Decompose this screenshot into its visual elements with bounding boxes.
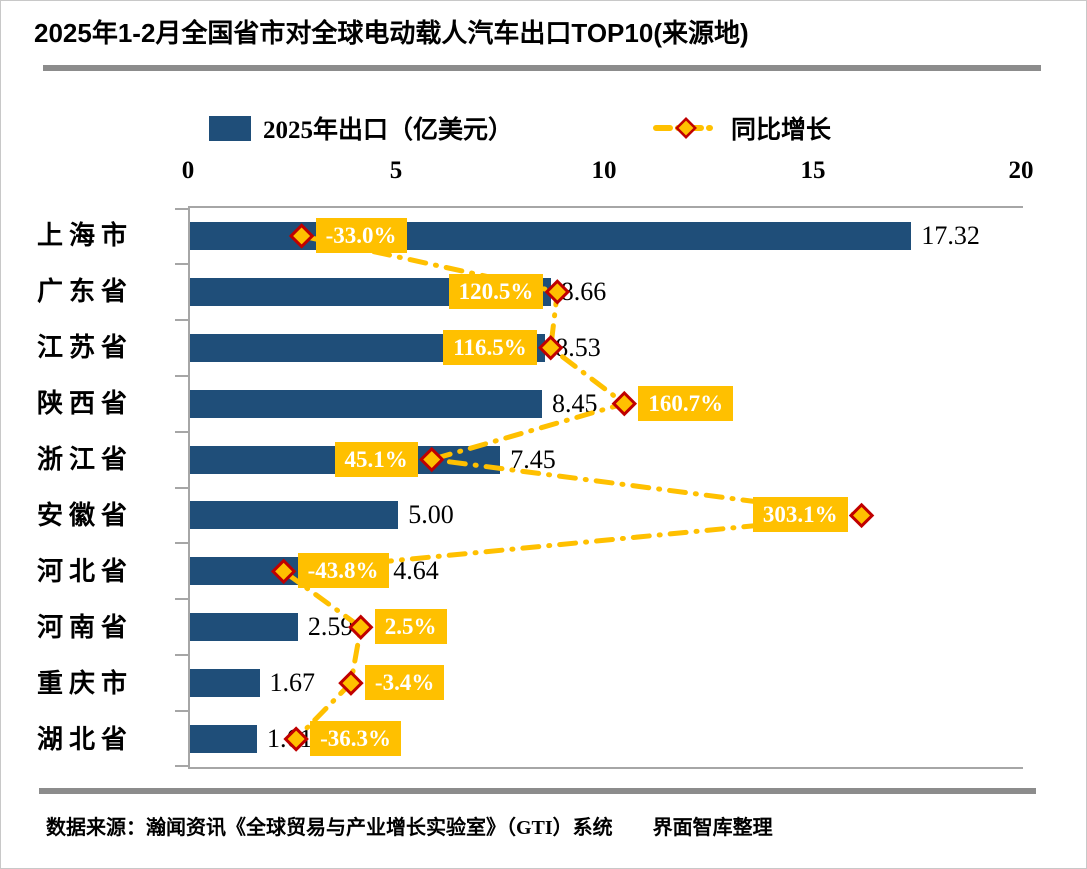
bar bbox=[190, 389, 542, 418]
x-axis-labels: 0 5 10 15 20 bbox=[182, 157, 1034, 189]
growth-percent-label: 116.5% bbox=[443, 329, 537, 365]
category-label: 安徽省 bbox=[37, 500, 134, 530]
growth-line bbox=[270, 223, 875, 752]
bar bbox=[190, 613, 298, 642]
x-axis-tick-label: 15 bbox=[800, 157, 826, 184]
bar-value-label: 1.67 bbox=[269, 668, 316, 698]
category-label: 广东省 bbox=[37, 277, 134, 307]
growth-marker-diamond-icon bbox=[419, 446, 445, 473]
bar-value-label: 17.32 bbox=[921, 220, 980, 250]
growth-marker-diamond-icon bbox=[338, 670, 364, 696]
x-axis-tick-label: 10 bbox=[591, 157, 617, 184]
page-title: 2025年1-2月全国省市对全球电动载人汽车出口TOP10(来源地) bbox=[34, 18, 749, 48]
x-axis-tick-label: 20 bbox=[1008, 157, 1034, 184]
x-axis-tick-label: 0 bbox=[181, 157, 195, 184]
y-axis-tick bbox=[175, 598, 188, 600]
growth-percent-label: -36.3% bbox=[310, 721, 402, 757]
growth-percent-label: 120.5% bbox=[448, 273, 544, 309]
y-axis-tick bbox=[175, 765, 188, 767]
y-axis-tick bbox=[175, 487, 188, 489]
y-axis-tick bbox=[175, 654, 188, 656]
growth-percent-label: -33.0% bbox=[315, 217, 407, 253]
y-axis-tick bbox=[175, 710, 188, 712]
y-axis-tick bbox=[175, 208, 188, 210]
bar bbox=[190, 725, 258, 754]
growth-marker-diamond-icon bbox=[288, 223, 315, 249]
growth-percent-label: 160.7% bbox=[638, 385, 734, 421]
category-label: 江苏省 bbox=[37, 333, 134, 363]
growth-marker-diamond-icon bbox=[848, 502, 875, 529]
title-divider bbox=[43, 65, 1041, 71]
bar-legend-label: 2025年出口（亿美元） bbox=[263, 117, 514, 144]
growth-marker-diamond-icon bbox=[283, 726, 309, 752]
growth-marker-diamond-icon bbox=[544, 279, 571, 305]
growth-percent-label: 2.5% bbox=[374, 609, 447, 645]
growth-percent-label: 45.1% bbox=[334, 441, 418, 477]
line-legend-label: 同比增长 bbox=[731, 117, 832, 144]
growth-marker-diamond-icon bbox=[348, 614, 374, 640]
growth-marker-diamond-icon bbox=[537, 335, 564, 361]
category-axis: 上海市广东省江苏省陕西省浙江省安徽省河北省河南省重庆市湖北省 bbox=[37, 206, 187, 765]
growth-percent-label: -3.4% bbox=[364, 665, 445, 701]
category-label: 陕西省 bbox=[37, 389, 134, 419]
bar bbox=[190, 501, 399, 530]
source-note: 数据来源：瀚闻资讯《全球贸易与产业增长实验室》（GTI）系统 界面智库整理 bbox=[46, 817, 773, 839]
category-label: 河南省 bbox=[37, 612, 134, 642]
growth-line-path bbox=[276, 233, 862, 742]
bar-legend-swatch-icon bbox=[209, 115, 251, 141]
y-axis-tick bbox=[175, 375, 188, 377]
legend-item-growth: 同比增长 bbox=[653, 111, 831, 145]
line-legend-marker-icon bbox=[653, 117, 719, 139]
growth-marker-diamond-icon bbox=[270, 558, 297, 585]
plot-area: 17.328.668.538.457.455.004.642.591.671.6… bbox=[175, 206, 1023, 769]
bar-value-label: 7.45 bbox=[510, 444, 556, 474]
category-label: 重庆市 bbox=[37, 668, 134, 698]
growth-marker-diamond-icon bbox=[611, 390, 638, 417]
y-axis-tick bbox=[175, 263, 188, 265]
category-label: 湖北省 bbox=[37, 724, 134, 754]
legend-item-export: 2025年出口（亿美元） bbox=[209, 111, 513, 145]
y-axis-tick bbox=[175, 542, 188, 544]
x-axis-tick-label: 5 bbox=[389, 157, 403, 184]
bar-value-label: 5.00 bbox=[408, 500, 454, 530]
growth-percent-label: -43.8% bbox=[297, 553, 389, 589]
y-axis-tick bbox=[175, 319, 188, 321]
category-label: 浙江省 bbox=[37, 445, 134, 475]
bar bbox=[190, 669, 260, 698]
source-divider bbox=[39, 788, 1036, 794]
category-label: 上海市 bbox=[37, 221, 134, 251]
category-label: 河北省 bbox=[37, 556, 134, 586]
growth-percent-label: 303.1% bbox=[752, 497, 848, 533]
y-axis-tick bbox=[175, 431, 188, 433]
